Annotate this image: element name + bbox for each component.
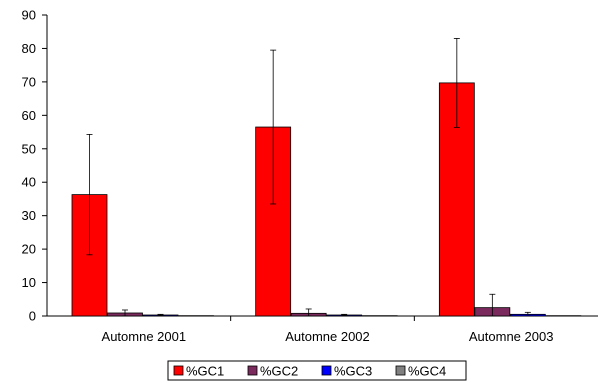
x-category-label: Automne 2003 <box>469 329 554 344</box>
legend-swatch <box>247 365 258 376</box>
y-tick-label: 10 <box>22 275 36 290</box>
y-tick-label: 70 <box>22 74 36 89</box>
legend-box <box>167 360 467 381</box>
x-category-label: Automne 2002 <box>285 329 370 344</box>
y-tick-label: 60 <box>22 108 36 123</box>
y-tick-label: 0 <box>29 309 36 324</box>
chart-axes: 0 10 20 30 40 50 60 70 80 90 Automne 2001 Automne 2… <box>22 8 598 344</box>
legend-label: %GC4 <box>408 364 446 379</box>
y-tick-label: 20 <box>22 242 36 257</box>
legend-label: %GC2 <box>260 364 298 379</box>
chart-legend: %GC1 %GC2 %GC3 %GC4 <box>167 360 467 381</box>
x-category-label: Automne 2001 <box>102 329 187 344</box>
y-tick-label: 30 <box>22 208 36 223</box>
legend-swatch <box>321 365 332 376</box>
y-tick-label: 40 <box>22 175 36 190</box>
legend-swatch <box>395 365 406 376</box>
y-tick-label: 80 <box>22 41 36 56</box>
y-tick-label: 90 <box>22 8 36 23</box>
legend-label: %GC3 <box>334 364 372 379</box>
y-tick-label: 50 <box>22 141 36 156</box>
legend-swatch <box>173 365 184 376</box>
legend-label: %GC1 <box>186 364 224 379</box>
chart-bars <box>71 38 582 317</box>
